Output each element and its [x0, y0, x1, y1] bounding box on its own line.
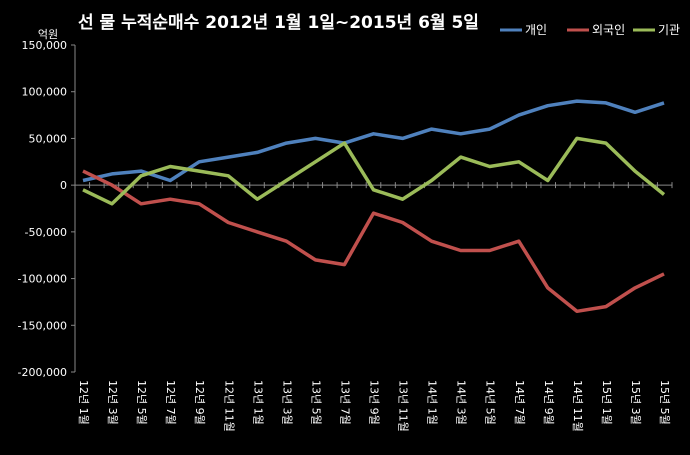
series-line-기관	[82, 136, 666, 206]
legend: 개인 외국인 기관	[500, 23, 680, 37]
x-tick-label: 14년 3월	[455, 380, 468, 425]
series-line-외국인	[82, 169, 665, 314]
x-tick-label: 15년 1월	[600, 380, 613, 425]
x-tick-label: 15년 3월	[629, 380, 642, 425]
x-tick-label: 14년 1월	[426, 380, 439, 425]
series-line-개인	[82, 99, 665, 183]
legend-label-외국인: 외국인	[592, 23, 625, 37]
x-tick-label: 13년 7월	[338, 380, 351, 425]
x-tick-label: 12년 7월	[164, 380, 177, 425]
legend-label-개인: 개인	[525, 23, 547, 37]
x-tick-label: 13년 9월	[368, 380, 381, 425]
x-tick-label: 12년 1월	[77, 380, 90, 425]
y-axis-ticks: 150,000 100,000 50,000 0 -50,000 -100,000 -150…	[18, 39, 75, 379]
x-tick-label: 12년 11월	[222, 380, 235, 432]
y-tick-label: -100,000	[18, 273, 67, 286]
x-tick-label: 14년 11월	[571, 380, 584, 432]
x-tick-label: 13년 1월	[251, 380, 264, 425]
x-tick-label: 14년 7월	[513, 380, 526, 425]
y-tick-label: -150,000	[18, 319, 67, 332]
x-tick-label: 13년 5월	[309, 380, 322, 425]
series-lines	[82, 99, 666, 314]
x-tick-label: 13년 3월	[280, 380, 293, 425]
y-tick-label: 100,000	[22, 86, 68, 99]
x-tick-label: 14년 5월	[484, 380, 497, 425]
legend-label-기관: 기관	[658, 23, 680, 37]
x-tick-label: 12년 9월	[193, 380, 206, 425]
x-tick-label: 12년 5월	[135, 380, 148, 425]
y-tick-label: 150,000	[22, 39, 68, 52]
x-tick-label: 14년 9월	[542, 380, 555, 425]
x-tick-label: 12년 3월	[106, 380, 119, 425]
x-axis-ticks: 12년 1월 12년 3월 12년 5월 12년 7월 12년 9월 12년 11월 13년…	[77, 380, 671, 432]
axes	[74, 45, 673, 372]
y-tick-label: -200,000	[18, 366, 67, 379]
y-tick-label: 50,000	[29, 132, 68, 145]
y-tick-label: -50,000	[25, 226, 67, 239]
y-axis-unit: 억원	[38, 28, 58, 41]
x-tick-label: 15년 5월	[658, 380, 671, 425]
y-tick-label: 0	[60, 179, 67, 192]
x-tick-label: 13년 11월	[397, 380, 410, 432]
chart-title: 선 물 누적순매수 2012년 1월 1일~2015년 6월 5일	[78, 13, 479, 33]
